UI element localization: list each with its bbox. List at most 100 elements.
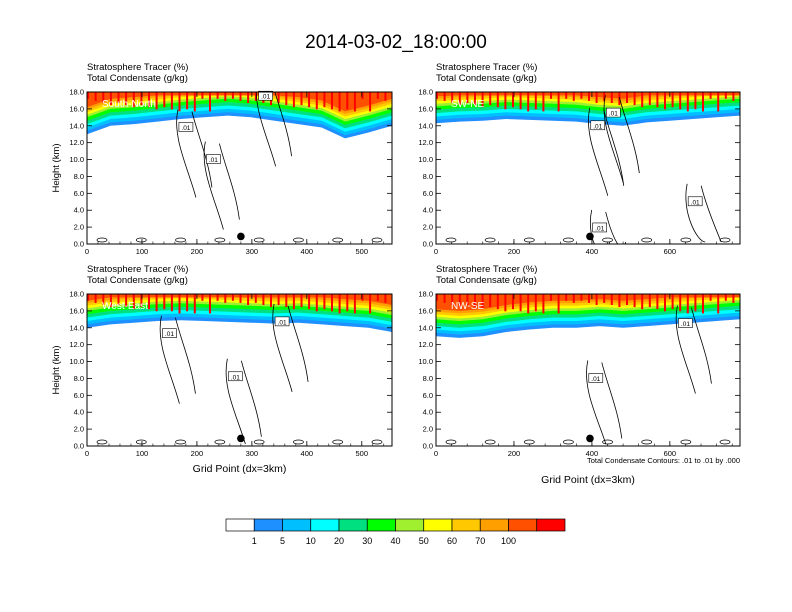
tracer-streak xyxy=(565,92,568,99)
tracer-streak xyxy=(270,294,272,308)
condensate-contour xyxy=(641,439,653,445)
tracer-streak xyxy=(163,294,166,310)
x-tick-label: 200 xyxy=(191,247,204,256)
contour-label: .01 xyxy=(162,328,177,338)
tracer-streak xyxy=(361,92,364,99)
tracer-streak xyxy=(542,294,545,314)
tracer-streak xyxy=(239,294,242,303)
tracer-streak xyxy=(87,294,89,301)
tracer-streak xyxy=(603,294,606,303)
tracer-streak xyxy=(451,294,454,305)
x-tick-label: 400 xyxy=(301,449,314,458)
y-tick-label: 10.0 xyxy=(69,155,84,164)
y-tick-label: 18.0 xyxy=(418,290,433,299)
tracer-streak xyxy=(481,92,484,108)
tracer-streak xyxy=(353,294,356,314)
legend-label: 1 xyxy=(252,536,257,546)
panel-title-line1: Stratosphere Tracer (%) xyxy=(436,264,537,275)
legend-swatch xyxy=(282,518,312,532)
tracer-streak xyxy=(519,92,522,110)
tracer-streak xyxy=(671,294,674,310)
contour-label: .01 xyxy=(678,318,693,328)
tracer-streak xyxy=(323,294,326,310)
tracer-streak xyxy=(315,294,318,312)
y-tick-label: 0.0 xyxy=(423,442,433,451)
tracer-streak xyxy=(641,294,644,310)
tracer-streak xyxy=(443,92,446,101)
tracer-streak xyxy=(201,294,204,301)
tracer-streak xyxy=(679,294,682,312)
panel-title-line2: Total Condensate (g/kg) xyxy=(87,275,188,286)
tracer-streak xyxy=(732,92,735,101)
tracer-streak xyxy=(443,294,446,303)
tracer-streak xyxy=(481,294,484,310)
tracer-streak xyxy=(132,294,135,310)
x-axis-title: Grid Point (dx=3km) xyxy=(193,463,287,475)
tracer-streak xyxy=(557,92,560,112)
tracer-streak xyxy=(724,92,727,99)
tracer-streak xyxy=(94,294,97,303)
condensate-contour xyxy=(675,305,712,394)
tracer-streak xyxy=(369,294,372,314)
tracer-streak xyxy=(732,294,735,303)
y-tick-label: 4.0 xyxy=(423,206,433,215)
tracer-streak xyxy=(436,92,438,99)
condensate-contour xyxy=(680,439,692,445)
y-tick-label: 8.0 xyxy=(74,172,84,181)
panel-1: .01 .01 .01 .01 SW-NE 0.0 2.0 4.0 6.0 8.0 10.0 12.0… xyxy=(418,62,741,256)
x-tick-label: 300 xyxy=(246,449,259,458)
panel-name-label: SW-NE xyxy=(451,99,484,110)
condensate-contour xyxy=(293,439,304,445)
tracer-streak xyxy=(315,92,318,110)
tracer-streak xyxy=(588,294,590,303)
legend-label: 40 xyxy=(390,536,400,546)
y-tick-label: 14.0 xyxy=(418,121,433,130)
y-tick-label: 6.0 xyxy=(423,391,433,400)
panel-title-line2: Total Condensate (g/kg) xyxy=(436,73,537,84)
tracer-streak xyxy=(285,294,288,308)
tracer-streak xyxy=(338,92,341,112)
x-tick-label: 400 xyxy=(586,247,599,256)
y-tick-label: 10.0 xyxy=(418,357,433,366)
svg-text:.01: .01 xyxy=(231,374,240,381)
tracer-streak xyxy=(550,294,552,301)
tracer-streak xyxy=(353,92,356,112)
y-tick-label: 12.0 xyxy=(69,340,84,349)
condensate-contour xyxy=(680,237,692,243)
tracer-streak xyxy=(247,92,250,103)
contour-label: .01 xyxy=(228,371,243,381)
condensate-contour xyxy=(96,439,108,445)
tracer-streak xyxy=(201,92,204,99)
tracer-streak xyxy=(87,92,89,99)
tracer-streak xyxy=(557,294,560,314)
tracer-streak xyxy=(109,92,112,106)
tracer-streak xyxy=(656,92,659,108)
condensate-contour xyxy=(590,209,627,244)
condensate-contour xyxy=(256,92,293,167)
y-tick-label: 18.0 xyxy=(69,88,84,97)
tracer-streak xyxy=(580,294,583,301)
y-tick-label: 14.0 xyxy=(418,323,433,332)
tracer-streak xyxy=(94,92,97,101)
tracer-streak xyxy=(633,92,636,106)
tracer-streak xyxy=(648,92,651,106)
x-tick-label: 0 xyxy=(85,449,89,458)
location-marker xyxy=(586,232,594,241)
color-legend: 1 5 10 20 30 40 50 60 70 100 xyxy=(225,518,566,546)
panel-0: .01 .01 .01 South-North 0.0 2.0 4.0 6.0 8.0 10.0 1… xyxy=(51,62,393,256)
condensate-contour xyxy=(603,95,640,184)
contour-label: .01 xyxy=(178,122,194,132)
location-marker xyxy=(237,434,245,443)
svg-text:.01: .01 xyxy=(595,225,604,232)
condensate-contour xyxy=(135,237,147,243)
tracer-streak xyxy=(331,294,333,312)
plot-area xyxy=(87,92,392,244)
plot-area xyxy=(436,294,740,446)
tracer-streak xyxy=(595,92,598,103)
tracer-streak xyxy=(656,294,659,310)
tracer-streak xyxy=(648,294,651,308)
tracer-streak xyxy=(170,294,173,312)
panel-name-label: NW-SE xyxy=(451,301,484,312)
x-tick-label: 500 xyxy=(356,449,369,458)
tracer-streak xyxy=(109,294,112,308)
